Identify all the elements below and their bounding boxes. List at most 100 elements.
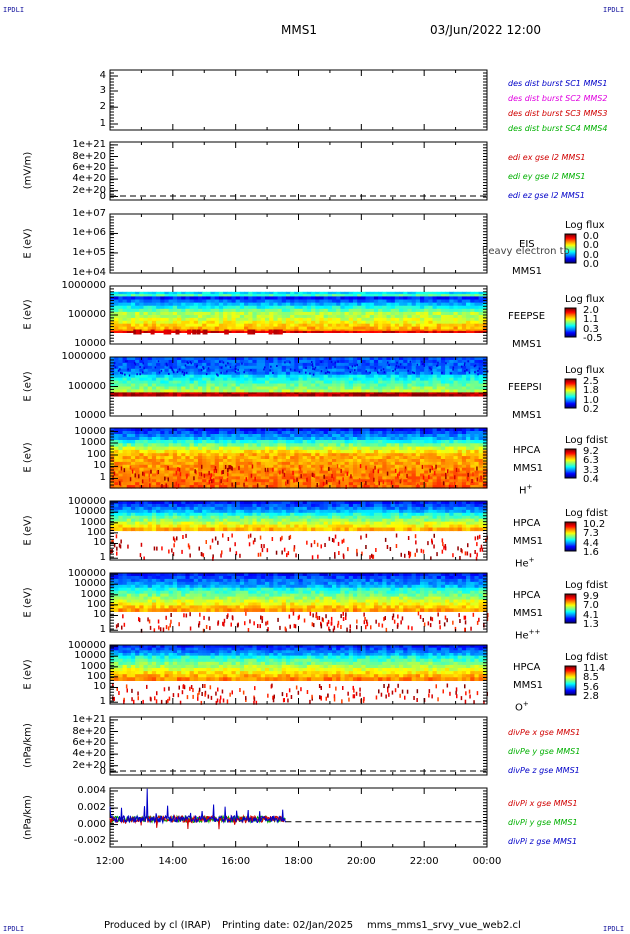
heatmap-cell	[449, 362, 455, 367]
heatmap-cell	[177, 380, 182, 385]
heatmap-cell	[151, 434, 157, 438]
heatmap-cell	[306, 443, 312, 448]
heatmap-cell	[172, 380, 178, 385]
heatmap-cell	[378, 434, 383, 438]
heatmap-cell	[273, 476, 279, 480]
heatmap-cell	[273, 368, 279, 373]
heatmap-cell	[457, 440, 463, 444]
heatmap-cell	[340, 371, 346, 376]
heatmap-cell	[457, 311, 463, 316]
heatmap-cell	[445, 374, 450, 379]
heatmap-cell	[177, 446, 182, 451]
heatmap-cell	[277, 476, 283, 480]
heatmap-cell	[332, 456, 337, 460]
heatmap-cell	[156, 453, 161, 457]
heatmap-cell	[478, 377, 484, 382]
heatmap-cell	[143, 320, 149, 325]
heatmap-cell	[294, 359, 300, 364]
heatmap-cell	[457, 365, 463, 370]
heatmap-cell	[260, 357, 266, 361]
heatmap-cell	[135, 291, 140, 295]
heatmap-cell	[474, 434, 480, 438]
heatmap-cell	[440, 359, 446, 364]
heatmap-cell	[415, 467, 421, 472]
heatmap-cell	[218, 323, 224, 328]
heatmap-cell	[445, 320, 450, 325]
heatmap-cell	[244, 323, 249, 328]
heatmap-cell	[369, 323, 375, 328]
heatmap-cell	[340, 377, 346, 382]
heatmap-cell	[281, 308, 287, 313]
heatmap-cell	[273, 371, 279, 376]
heatmap-cell	[382, 308, 388, 313]
heatmap-cell	[302, 467, 308, 472]
heatmap-cell	[231, 308, 237, 313]
heatmap-speckle	[430, 368, 432, 371]
heatmap-cell	[457, 383, 463, 388]
heatmap-cell	[378, 476, 383, 480]
heatmap-cell	[327, 467, 333, 472]
heatmap-cell	[164, 320, 170, 325]
heatmap-cell	[147, 359, 153, 364]
heatmap-cell	[181, 386, 186, 391]
heatmap-cell	[336, 473, 341, 477]
heatmap-cell	[114, 386, 119, 391]
heatmap-cell	[147, 453, 153, 457]
heatmap-cell	[336, 386, 341, 391]
heatmap-cell	[143, 383, 149, 388]
heatmap-cell	[197, 383, 203, 388]
heatmap-cell	[210, 467, 216, 472]
heatmap-cell	[357, 368, 362, 373]
heatmap-cell	[290, 305, 295, 310]
heatmap-cell	[432, 291, 438, 295]
heatmap-cell	[164, 461, 170, 466]
heatmap-cell	[130, 371, 136, 376]
heatmap-cell	[239, 428, 245, 432]
heatmap-cell	[269, 470, 274, 475]
heatmap-cell	[189, 440, 195, 444]
heatmap-cell	[235, 305, 241, 310]
heatmap-cell	[415, 323, 421, 328]
heatmap-cell	[449, 449, 455, 454]
heatmap-cell	[382, 357, 388, 361]
heatmap-cell	[193, 323, 199, 328]
heatmap-cell	[214, 326, 220, 331]
heatmap-cell	[449, 359, 455, 364]
heatmap-cell	[260, 311, 266, 316]
heatmap-cell	[239, 386, 245, 391]
heatmap-cell	[244, 449, 249, 454]
heatmap-cell	[235, 291, 241, 295]
heatmap-cell	[185, 362, 191, 367]
heatmap-cell	[436, 394, 442, 397]
heatmap-cell	[122, 470, 128, 475]
heatmap-cell	[197, 365, 203, 370]
heatmap-cell	[394, 446, 400, 451]
heatmap-cell	[139, 323, 145, 328]
heatmap-cell	[126, 305, 132, 310]
heatmap-cell	[214, 440, 220, 444]
heatmap-cell	[273, 456, 279, 460]
heatmap-cell	[277, 365, 283, 370]
heatmap-cell	[181, 365, 186, 370]
heatmap-cell	[453, 473, 459, 477]
heatmap-cell	[332, 362, 337, 367]
heatmap-cell	[277, 464, 283, 469]
heatmap-cell	[210, 443, 216, 448]
heatmap-cell	[218, 305, 224, 310]
heatmap-cell	[290, 365, 295, 370]
heatmap-cell	[177, 456, 182, 460]
heatmap-cell	[319, 389, 325, 393]
heatmap-cell	[478, 446, 484, 451]
heatmap-cell	[403, 446, 409, 451]
heatmap-cell	[164, 464, 170, 469]
heatmap-cell	[340, 308, 346, 313]
heatmap-cell	[260, 308, 266, 313]
heatmap-speckle	[397, 365, 400, 368]
heatmap-cell	[181, 368, 186, 373]
heatmap-cell	[440, 305, 446, 310]
heatmap-cell	[344, 467, 350, 472]
heatmap-cell	[244, 359, 249, 364]
heatmap-cell	[252, 308, 258, 313]
heatmap-cell	[181, 383, 186, 388]
heatmap-cell	[264, 434, 270, 438]
